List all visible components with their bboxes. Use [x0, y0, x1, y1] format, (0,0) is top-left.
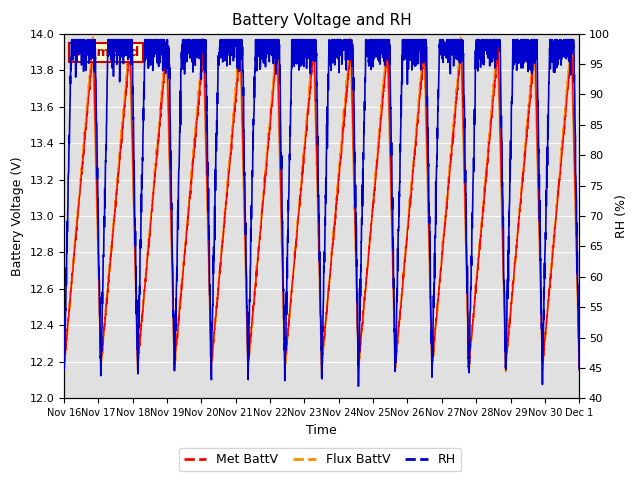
Y-axis label: Battery Voltage (V): Battery Voltage (V) [11, 156, 24, 276]
Legend: Met BattV, Flux BattV, RH: Met BattV, Flux BattV, RH [179, 448, 461, 471]
Text: DC_mixed: DC_mixed [72, 47, 140, 60]
Title: Battery Voltage and RH: Battery Voltage and RH [232, 13, 412, 28]
X-axis label: Time: Time [306, 424, 337, 437]
Y-axis label: RH (%): RH (%) [616, 194, 628, 238]
